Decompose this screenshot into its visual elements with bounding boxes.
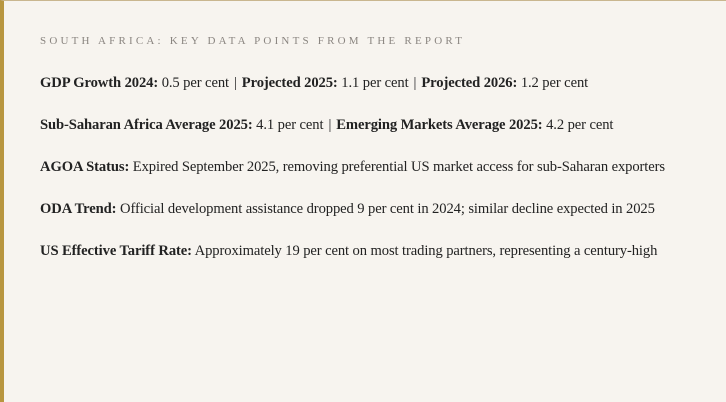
data-points-list: GDP Growth 2024: 0.5 per cent | Projected …	[40, 69, 688, 266]
separator: |	[328, 117, 332, 133]
data-point-label: GDP Growth 2024:	[40, 75, 159, 91]
data-point-row: Sub-Saharan Africa Average 2025: 4.1 per…	[40, 111, 688, 140]
data-point-label: US Effective Tariff Rate:	[40, 243, 192, 259]
data-point-label: Projected 2026:	[421, 75, 518, 91]
data-point-row: US Effective Tariff Rate: Approximately …	[40, 237, 688, 266]
data-point-value: 0.5 per cent	[161, 75, 229, 91]
separator: |	[233, 75, 237, 91]
data-point-value: Expired September 2025, removing prefere…	[132, 159, 665, 175]
data-point-label: AGOA Status:	[40, 159, 130, 175]
data-point-value: 4.2 per cent	[546, 117, 614, 133]
data-point-row: AGOA Status: Expired September 2025, rem…	[40, 153, 688, 182]
data-point-row: ODA Trend: Official development assistan…	[40, 195, 688, 224]
data-point-value: 1.2 per cent	[520, 75, 589, 91]
data-point-label: Emerging Markets Average 2025:	[336, 117, 543, 133]
section-heading: South Africa: Key Data Points from the R…	[40, 35, 466, 47]
data-point-label: Sub-Saharan Africa Average 2025:	[40, 117, 253, 133]
data-point-value: 1.1 per cent	[341, 75, 409, 91]
data-point-value: Approximately 19 per cent on most tradin…	[194, 243, 658, 259]
data-point-row: GDP Growth 2024: 0.5 per cent | Projected …	[40, 69, 688, 98]
data-point-value: 4.1 per cent	[256, 117, 324, 133]
data-point-label: ODA Trend:	[40, 201, 117, 217]
data-point-value: Official development assistance dropped …	[120, 201, 655, 217]
separator: |	[413, 75, 417, 91]
data-point-label: Projected 2025:	[241, 75, 338, 91]
